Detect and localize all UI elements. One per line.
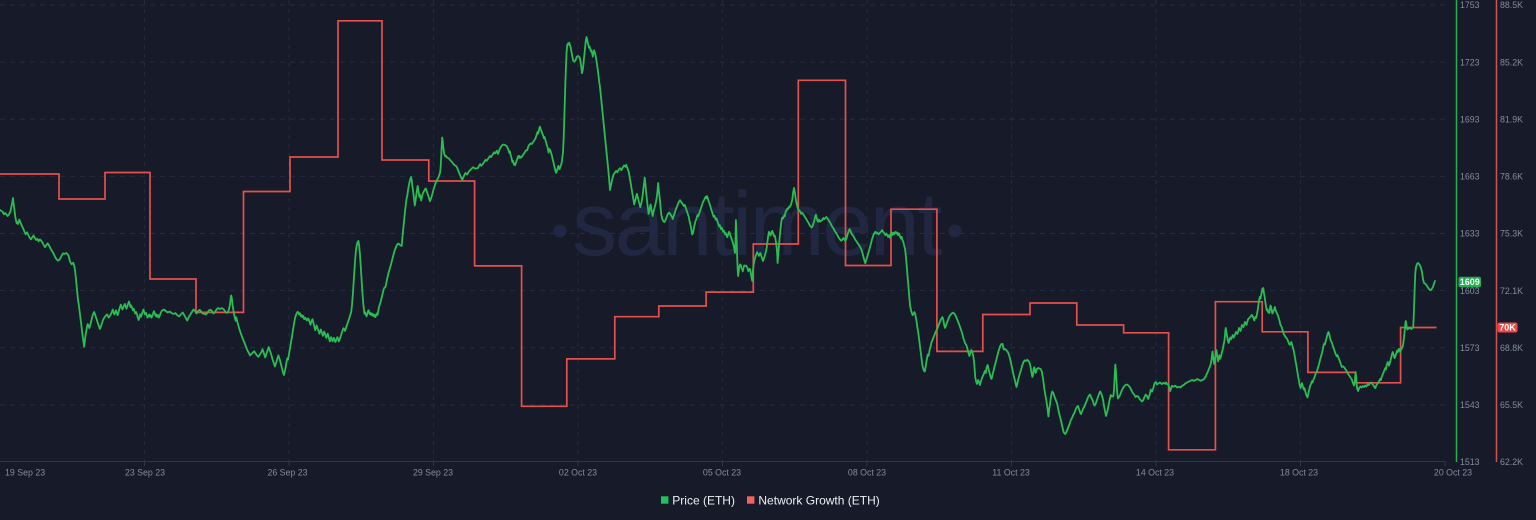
svg-text:1573: 1573 [1460, 343, 1480, 353]
svg-text:26 Sep 23: 26 Sep 23 [267, 468, 307, 478]
svg-text:20 Oct 23: 20 Oct 23 [1434, 468, 1472, 478]
svg-text:75.3K: 75.3K [1500, 229, 1523, 239]
svg-text:68.8K: 68.8K [1500, 343, 1523, 353]
svg-text:18 Oct 23: 18 Oct 23 [1280, 468, 1318, 478]
svg-text:70K: 70K [1499, 323, 1516, 333]
svg-text:1753: 1753 [1460, 0, 1480, 10]
svg-text:11 Oct 23: 11 Oct 23 [992, 468, 1030, 478]
svg-text:1633: 1633 [1460, 229, 1480, 239]
svg-text:85.2K: 85.2K [1500, 57, 1523, 67]
svg-text:1513: 1513 [1460, 457, 1480, 467]
svg-text:62.2K: 62.2K [1500, 457, 1523, 467]
svg-text:1543: 1543 [1460, 400, 1480, 410]
svg-text:Price (ETH): Price (ETH) [672, 493, 735, 507]
svg-text:29 Sep 23: 29 Sep 23 [413, 468, 453, 478]
svg-text:65.5K: 65.5K [1500, 400, 1523, 410]
svg-text:72.1K: 72.1K [1500, 286, 1523, 296]
svg-text:1663: 1663 [1460, 172, 1480, 182]
svg-text:14 Oct 23: 14 Oct 23 [1136, 468, 1174, 478]
svg-text:78.6K: 78.6K [1500, 172, 1523, 182]
svg-text:santiment: santiment [572, 175, 942, 275]
svg-text:23 Sep 23: 23 Sep 23 [125, 468, 165, 478]
svg-text:Network Growth (ETH): Network Growth (ETH) [758, 493, 879, 507]
svg-text:81.9K: 81.9K [1500, 114, 1523, 124]
svg-text:1723: 1723 [1460, 57, 1480, 67]
svg-text:1609: 1609 [1460, 277, 1480, 287]
svg-text:88.5K: 88.5K [1500, 0, 1523, 10]
svg-text:1693: 1693 [1460, 114, 1480, 124]
svg-text:02 Oct 23: 02 Oct 23 [559, 468, 597, 478]
svg-text:1603: 1603 [1460, 286, 1480, 296]
svg-text:05 Oct 23: 05 Oct 23 [703, 468, 741, 478]
svg-text:19 Sep 23: 19 Sep 23 [5, 468, 45, 478]
svg-text:08 Oct 23: 08 Oct 23 [848, 468, 886, 478]
